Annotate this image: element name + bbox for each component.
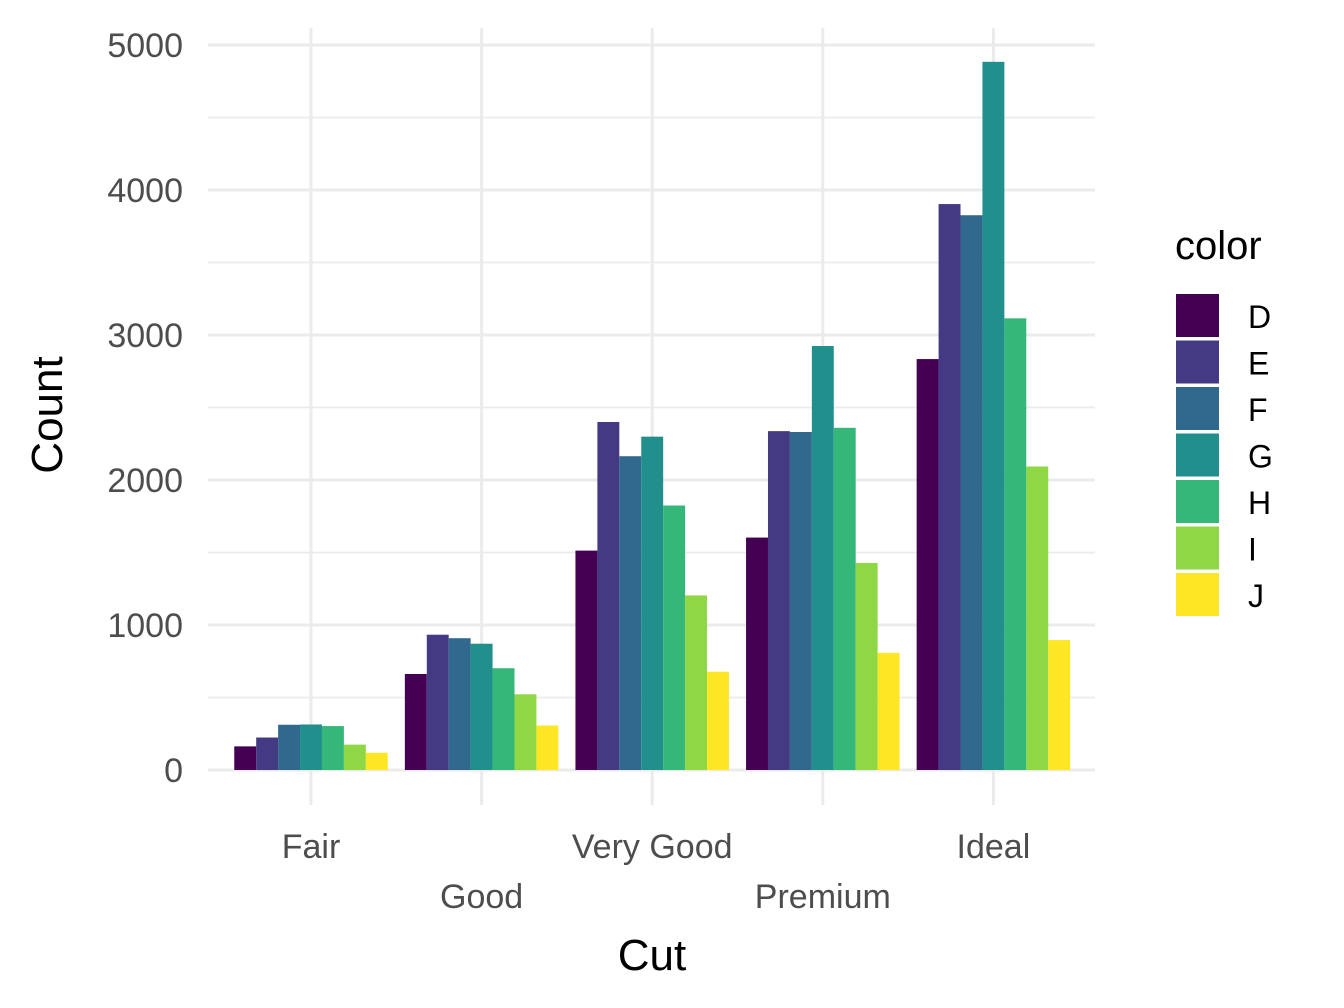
x-axis-ticks: Fair Good Very Good Premium Ideal — [282, 828, 1031, 916]
bar — [426, 634, 449, 770]
bar — [536, 725, 559, 770]
bar — [877, 652, 900, 770]
bar — [492, 668, 515, 770]
bar — [811, 346, 834, 770]
legend-label: G — [1248, 439, 1273, 475]
bar — [1048, 640, 1071, 770]
bar — [404, 674, 427, 770]
legend-key — [1176, 433, 1219, 477]
bar — [514, 694, 537, 770]
x-tick-label: Premium — [755, 878, 891, 916]
legend-key — [1176, 340, 1219, 384]
bar — [300, 724, 322, 770]
legend-key — [1176, 294, 1219, 337]
bar — [789, 432, 812, 770]
y-tick-label: 4000 — [107, 172, 183, 210]
bar — [597, 422, 620, 770]
y-tick-label: 0 — [164, 752, 183, 790]
bar — [278, 724, 301, 770]
legend-label: F — [1248, 392, 1268, 428]
legend-label: E — [1248, 346, 1269, 382]
legend-title: color — [1175, 224, 1262, 268]
legend-label: I — [1248, 532, 1257, 568]
legend-key — [1176, 387, 1219, 430]
x-tick-label: Good — [440, 878, 523, 916]
y-tick-label: 3000 — [107, 317, 183, 355]
legend-label: D — [1248, 299, 1271, 335]
y-tick-label: 1000 — [107, 607, 183, 645]
bar — [960, 215, 983, 771]
bar — [855, 562, 878, 770]
bar — [256, 737, 279, 770]
y-tick-label: 5000 — [107, 27, 183, 65]
legend-key — [1176, 573, 1219, 616]
bar — [365, 752, 388, 770]
bar — [938, 204, 961, 770]
x-tick-label: Ideal — [957, 828, 1031, 866]
bar — [321, 726, 344, 770]
bar — [641, 436, 664, 770]
bar — [707, 671, 729, 770]
bar — [343, 744, 366, 770]
y-axis-ticks: 0 1000 2000 3000 4000 5000 — [107, 27, 183, 790]
bar — [746, 537, 768, 770]
bar — [1026, 466, 1049, 770]
bar — [470, 643, 493, 770]
bar — [234, 746, 257, 770]
bar — [833, 427, 856, 770]
bar — [767, 431, 790, 770]
bar — [1004, 318, 1027, 770]
x-tick-label: Very Good — [572, 828, 733, 866]
legend-key — [1176, 480, 1219, 523]
y-axis-title: Count — [23, 356, 72, 473]
bar — [916, 359, 939, 770]
y-tick-label: 2000 — [107, 462, 183, 500]
bar — [575, 550, 598, 770]
legend-key — [1176, 526, 1219, 570]
bar — [663, 505, 686, 770]
bar — [619, 456, 642, 770]
bars — [234, 61, 1071, 771]
legend-label: J — [1248, 578, 1264, 614]
x-axis-title: Cut — [618, 931, 686, 980]
legend-label: H — [1248, 485, 1271, 521]
bar — [982, 61, 1005, 770]
x-tick-label: Fair — [282, 828, 341, 866]
bar — [685, 595, 708, 770]
bar — [448, 638, 471, 770]
